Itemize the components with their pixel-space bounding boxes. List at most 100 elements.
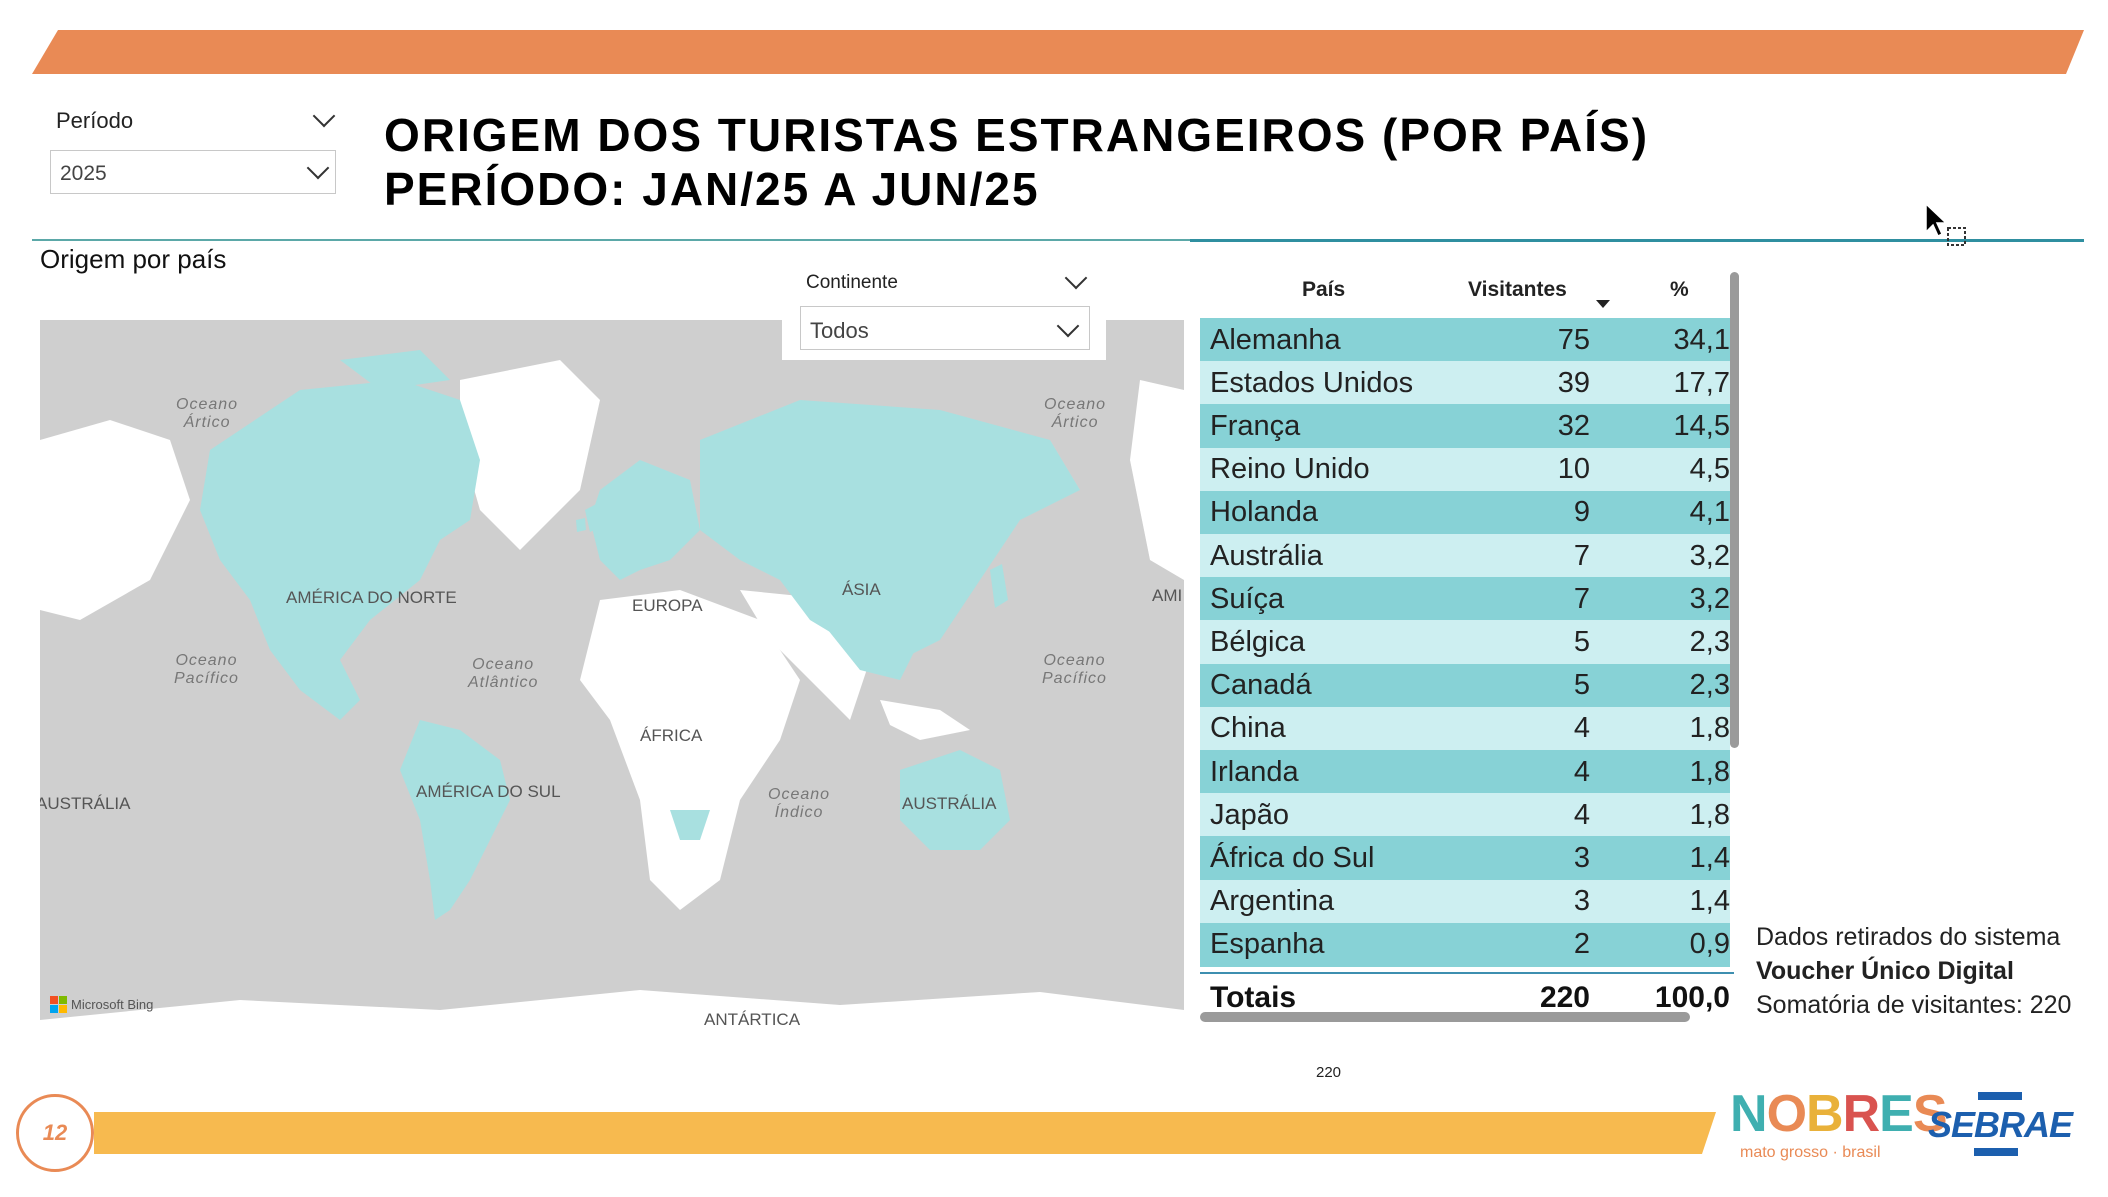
cell-country: Suíça bbox=[1210, 582, 1285, 615]
column-header-percent[interactable]: % bbox=[1670, 278, 1689, 301]
continent-label: AMI bbox=[1152, 586, 1183, 605]
cell-percent: 4,5 bbox=[1689, 453, 1730, 486]
continent-label: AUSTRÁLIA bbox=[40, 794, 131, 813]
table-row[interactable]: Reino Unido 10 4,5 bbox=[1200, 447, 1730, 492]
sebrae-logo-text: SEBRAE bbox=[1928, 1104, 2073, 1145]
sort-descending-icon[interactable] bbox=[1596, 300, 1610, 308]
table-row[interactable]: Austrália 7 3,2 bbox=[1200, 534, 1730, 578]
table-row[interactable]: Canadá 5 2,3 bbox=[1200, 663, 1730, 708]
continent-label: AMÉRICA DO NORTE bbox=[286, 588, 457, 607]
nobres-logo-letter: B bbox=[1806, 1085, 1844, 1143]
cell-country: Japão bbox=[1210, 798, 1290, 831]
nobres-logo-letter: N bbox=[1730, 1085, 1768, 1143]
period-slicer-value: 2025 bbox=[60, 162, 107, 185]
note-line: Dados retirados do sistema bbox=[1756, 923, 2061, 951]
ocean-label: Oceano Ártico bbox=[176, 396, 239, 431]
cell-visitors: 4 bbox=[1573, 755, 1590, 788]
nobres-logo-letter: O bbox=[1766, 1085, 1807, 1143]
continent-label: ÁSIA bbox=[842, 580, 881, 599]
cell-percent: 17,7 bbox=[1673, 366, 1730, 399]
table-totals-row: Totais 220 100,0 bbox=[1200, 976, 1734, 1020]
continent-label: AMÉRICA DO SUL bbox=[416, 782, 561, 801]
card-value: 220 bbox=[1316, 1064, 1342, 1081]
cell-visitors: 3 bbox=[1573, 841, 1590, 874]
cell-country: África do Sul bbox=[1210, 841, 1375, 874]
ocean-label: Oceano Índico bbox=[768, 786, 831, 821]
cell-country: Reino Unido bbox=[1210, 453, 1370, 486]
cell-visitors: 75 bbox=[1557, 323, 1590, 356]
table-row[interactable]: Espanha 2 0,9 bbox=[1200, 922, 1730, 967]
cell-visitors: 9 bbox=[1573, 496, 1590, 529]
cell-visitors: 39 bbox=[1557, 366, 1590, 399]
table-row[interactable]: Alemanha 75 34,1 bbox=[1200, 318, 1730, 362]
table-row[interactable]: África do Sul 3 1,4 bbox=[1200, 836, 1730, 881]
cell-percent: 0,9 bbox=[1689, 928, 1730, 961]
cell-percent: 2,3 bbox=[1689, 669, 1730, 702]
cell-visitors: 5 bbox=[1573, 625, 1590, 658]
totals-label: Totais bbox=[1210, 981, 1297, 1014]
cell-country: Bélgica bbox=[1210, 625, 1306, 658]
cell-percent: 1,4 bbox=[1689, 885, 1730, 918]
ocean-label: Oceano Ártico bbox=[1044, 396, 1107, 431]
vertical-scrollbar[interactable] bbox=[1730, 272, 1739, 748]
cell-visitors: 7 bbox=[1573, 582, 1590, 615]
cell-percent: 1,4 bbox=[1689, 841, 1730, 874]
cell-visitors: 7 bbox=[1573, 539, 1590, 572]
cell-country: China bbox=[1210, 712, 1286, 745]
continent-label: AUSTRÁLIA bbox=[902, 794, 997, 813]
microsoft-logo-icon bbox=[50, 996, 67, 1013]
cell-percent: 14,5 bbox=[1673, 409, 1730, 442]
period-slicer-label: Período bbox=[56, 108, 134, 133]
period-slicer-dropdown[interactable] bbox=[50, 150, 336, 194]
nobres-logo: NOBRES mato grosso · brasil bbox=[1730, 1086, 1948, 1166]
cell-visitors: 3 bbox=[1573, 885, 1590, 918]
chevron-down-icon[interactable] bbox=[312, 104, 336, 128]
world-map[interactable]: AMÉRICA DO NORTE EUROPA ÁSIA ÁFRICA AMÉR… bbox=[40, 320, 1184, 1032]
table-row[interactable]: Irlanda 4 1,8 bbox=[1200, 750, 1730, 794]
table-row[interactable]: Bélgica 5 2,3 bbox=[1200, 620, 1730, 665]
continent-label: ANTÁRTICA bbox=[704, 1010, 801, 1029]
bottom-decorative-band bbox=[94, 1112, 1716, 1154]
mouse-cursor-icon bbox=[1925, 202, 1966, 246]
continent-slicer-value: Todos bbox=[810, 318, 869, 343]
cell-visitors: 10 bbox=[1557, 453, 1590, 486]
ocean-label: Oceano Atlântico bbox=[468, 656, 539, 691]
ocean-label: Oceano Pacífico bbox=[1042, 652, 1107, 687]
table-row[interactable]: Suíça 7 3,2 bbox=[1200, 577, 1730, 622]
sebrae-logo-stripes bbox=[1974, 1092, 2022, 1156]
cell-percent: 3,2 bbox=[1689, 582, 1730, 615]
cell-visitors: 5 bbox=[1573, 669, 1590, 702]
cell-visitors: 4 bbox=[1573, 712, 1590, 745]
table-row[interactable]: Argentina 3 1,4 bbox=[1200, 879, 1730, 924]
horizontal-scrollbar[interactable] bbox=[1200, 1012, 1690, 1022]
map-canvas bbox=[40, 350, 1184, 1032]
column-header-country[interactable]: País bbox=[1302, 278, 1346, 301]
table-row[interactable]: Estados Unidos 39 17,7 bbox=[1200, 361, 1730, 406]
column-header-visitors[interactable]: Visitantes bbox=[1468, 278, 1567, 301]
page-number-badge: 12 bbox=[16, 1094, 94, 1172]
table-row[interactable]: China 4 1,8 bbox=[1200, 706, 1730, 751]
page-subtitle: PERÍODO: JAN/25 A JUN/25 bbox=[384, 163, 1040, 215]
table-row[interactable]: França 32 14,5 bbox=[1200, 404, 1730, 449]
nobres-logo-letter: E bbox=[1879, 1085, 1914, 1143]
cell-percent: 2,3 bbox=[1689, 625, 1730, 658]
note-line: Somatória de visitantes: 220 bbox=[1756, 991, 2072, 1019]
nobres-logo-letter: S bbox=[1912, 1085, 1948, 1143]
table-row[interactable]: Japão 4 1,8 bbox=[1200, 793, 1730, 838]
bing-attribution: Microsoft Bing bbox=[50, 996, 153, 1013]
continent-slicer bbox=[782, 264, 1106, 360]
cell-country: Estados Unidos bbox=[1210, 366, 1414, 399]
nobres-logo-subtitle: mato grosso · brasil bbox=[1740, 1144, 1881, 1161]
cell-country: Argentina bbox=[1210, 885, 1335, 918]
nobres-logo-letter: R bbox=[1842, 1085, 1881, 1143]
table-body[interactable]: Alemanha 75 34,1 Estados Unidos 39 17,7 França… bbox=[1200, 318, 1734, 974]
cell-country: Irlanda bbox=[1210, 755, 1299, 788]
continent-slicer-label: Continente bbox=[806, 272, 898, 293]
cell-percent: 1,8 bbox=[1689, 798, 1730, 831]
table-row[interactable]: Holanda 9 4,1 bbox=[1200, 490, 1730, 535]
cell-country: Espanha bbox=[1210, 928, 1325, 961]
cell-country: Canadá bbox=[1210, 669, 1312, 702]
nobres-logo-text: NOBRES bbox=[1730, 1085, 1948, 1143]
continent-label: EUROPA bbox=[632, 596, 703, 615]
continent-slicer-dropdown[interactable] bbox=[800, 306, 1090, 350]
